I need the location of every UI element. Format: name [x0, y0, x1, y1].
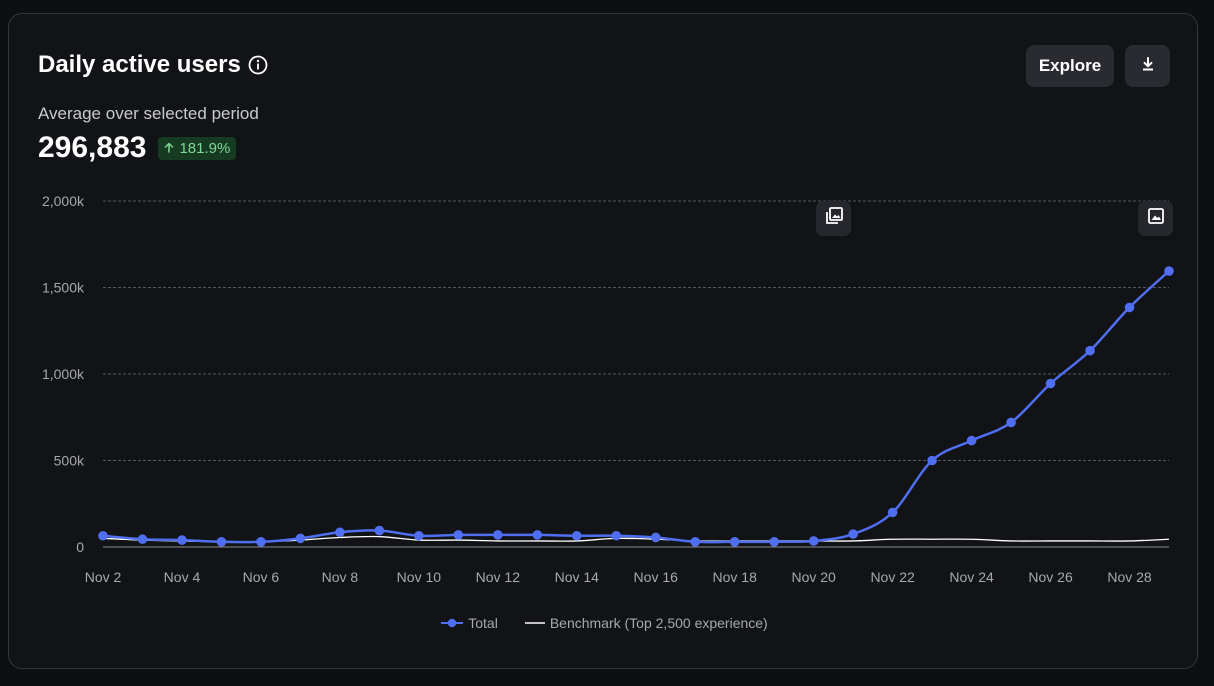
- data-point-total: [650, 532, 661, 543]
- line-chart: 0 500k 1,000k 1,500k 2,000k Nov 2 Nov 4 Nov 6 No…: [42, 193, 1174, 585]
- title-row: Daily active users: [38, 50, 268, 80]
- data-point-total: [256, 537, 266, 547]
- metric-subtitle: Average over selected period: [38, 104, 259, 123]
- change-badge-value: 181.9%: [179, 139, 231, 157]
- data-point-total: [295, 533, 306, 544]
- x-tick-label: Nov 10: [397, 569, 442, 585]
- y-tick-label: 0: [76, 539, 84, 555]
- change-badge: 181.9%: [158, 136, 237, 160]
- data-point-total: [493, 530, 503, 540]
- data-point-total: [887, 507, 898, 518]
- x-tick-label: Nov 20: [791, 569, 836, 585]
- y-tick-label: 1,500k: [42, 280, 85, 296]
- x-tick-label: Nov 6: [243, 569, 280, 585]
- metric-value: 296,883: [38, 131, 147, 164]
- x-tick-label: Nov 26: [1028, 569, 1073, 585]
- data-point-total: [690, 537, 701, 547]
- chart-legend: Total Benchmark (Top 2,500 experience): [9, 615, 1199, 631]
- data-point-total: [177, 535, 187, 545]
- data-point-total: [927, 455, 937, 466]
- x-tick-label: Nov 18: [713, 569, 758, 585]
- x-tick-label: Nov 16: [634, 569, 679, 585]
- image-icon: [1146, 206, 1166, 231]
- data-point-total: [532, 530, 543, 540]
- annotation-gallery-button[interactable]: [816, 201, 852, 236]
- data-point-total: [1045, 378, 1056, 389]
- data-point-total: [1164, 266, 1174, 276]
- x-tick-label: Nov 2: [85, 569, 122, 585]
- data-point-total: [453, 530, 464, 540]
- x-tick-label: Nov 22: [870, 569, 915, 585]
- metric-row: 296,883 181.9%: [38, 130, 237, 166]
- y-tick-label: 1,000k: [42, 366, 85, 382]
- data-point-total: [216, 537, 227, 547]
- data-point-total: [808, 536, 819, 546]
- legend-label-benchmark: Benchmark (Top 2,500 experience): [549, 615, 768, 631]
- data-point-total: [335, 527, 345, 538]
- data-point-total: [848, 529, 858, 539]
- x-tick-label: Nov 4: [164, 569, 201, 585]
- legend-label-total: Total: [468, 615, 498, 631]
- legend-item-total[interactable]: Total: [440, 615, 498, 631]
- data-point-total: [1124, 302, 1135, 313]
- chart-card: Daily active users Explore Average over …: [8, 13, 1198, 669]
- y-tick-label: 500k: [54, 453, 85, 469]
- x-tick-label: Nov 24: [949, 569, 994, 585]
- data-point-total: [414, 530, 424, 541]
- annotation-image-button[interactable]: [1138, 201, 1173, 236]
- image-gallery-icon: [824, 206, 844, 231]
- data-point-total: [1085, 345, 1095, 356]
- data-point-total: [98, 530, 108, 541]
- arrow-up-icon: [164, 140, 174, 157]
- legend-item-benchmark[interactable]: Benchmark (Top 2,500 experience): [524, 615, 768, 631]
- data-point-total: [729, 537, 740, 547]
- data-point-total: [966, 435, 977, 446]
- data-point-total: [1006, 417, 1016, 428]
- data-point-total: [374, 525, 385, 536]
- explore-button[interactable]: Explore: [1026, 45, 1114, 87]
- download-icon: [1140, 56, 1156, 77]
- series-line-total: [102, 270, 1170, 544]
- x-tick-label: Nov 28: [1107, 569, 1152, 585]
- info-icon[interactable]: [248, 55, 268, 75]
- y-tick-label: 2,000k: [42, 193, 85, 209]
- x-tick-label: Nov 12: [476, 569, 521, 585]
- data-point-total: [769, 537, 779, 547]
- legend-benchmark-marker: [524, 622, 545, 624]
- data-point-total: [137, 534, 148, 545]
- legend-total-marker: [441, 618, 464, 628]
- data-point-total: [611, 530, 622, 541]
- data-point-total: [571, 530, 582, 541]
- chart-title: Daily active users: [38, 51, 241, 78]
- x-tick-label: Nov 8: [322, 569, 359, 585]
- x-tick-label: Nov 14: [555, 569, 600, 585]
- download-button[interactable]: [1125, 45, 1170, 87]
